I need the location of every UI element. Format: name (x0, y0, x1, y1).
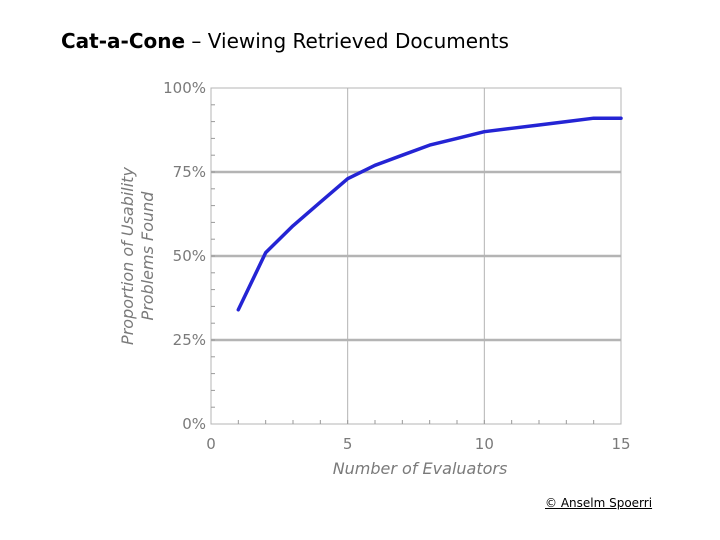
slide-title-rest: – Viewing Retrieved Documents (185, 29, 509, 53)
y-axis-title-line-1: Proportion of Usability (118, 167, 137, 345)
y-tick-label-3: 75% (173, 163, 206, 181)
x-axis-title: Number of Evaluators (333, 459, 508, 478)
minor-ticks (211, 104, 595, 424)
x-tick-label-0: 0 (206, 435, 216, 453)
x-tick-label-2: 10 (475, 435, 494, 453)
y-tick-label-4: 100% (163, 79, 206, 97)
y-axis-title-line-2: Problems Found (138, 191, 157, 321)
series-line-0 (236, 116, 623, 312)
x-tick-label-3: 15 (611, 435, 630, 453)
tick-labels: 0 5 10 15 0% 25% 50% 75% 100% (163, 79, 630, 453)
x-tick-label-1: 5 (343, 435, 353, 453)
y-tick-label-0: 0% (182, 415, 206, 433)
series-layer (236, 116, 623, 312)
slide-title-bold: Cat-a-Cone (61, 29, 186, 53)
y-tick-label-1: 25% (173, 331, 206, 349)
copyright-link[interactable]: © Anselm Spoerri (545, 496, 653, 510)
y-tick-label-2: 50% (173, 247, 206, 265)
slide-title: Cat-a-Cone – Viewing Retrieved Documents (61, 29, 509, 53)
grid-lines (211, 88, 621, 424)
